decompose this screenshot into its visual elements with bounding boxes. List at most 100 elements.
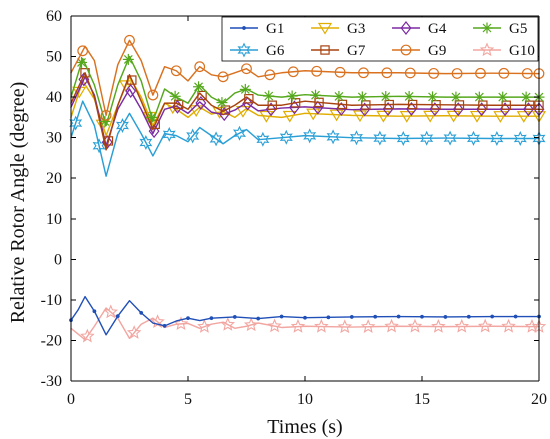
series-g1-point [279,314,284,319]
series-g1-point [232,314,237,319]
series-g5-point [286,90,298,102]
series-g10-point [173,316,189,331]
legend-label-g6: G6 [266,43,285,59]
y-tick-label: 20 [46,170,62,187]
series-g9-point [428,67,440,79]
series-g9-point [498,67,510,79]
series-g5-point [473,91,485,103]
series-g6-point [115,117,129,134]
series-g9-point [217,71,229,83]
series-g10-point [360,319,376,333]
series-g6-point [420,130,434,146]
series-g3-point [516,111,531,123]
legend: G1 G3 G4 G5 G6 G7 G9 G10 [221,16,539,62]
series-g10-point [80,328,95,343]
series-g6-point [373,130,387,146]
y-tick-label: 40 [46,89,62,106]
x-tick-label: 15 [414,391,430,408]
series-g9-point [264,69,276,81]
legend-label-g1: G1 [266,21,284,37]
series-g10-point [290,318,306,333]
series-g10-point [477,318,493,333]
series-g10 [70,304,547,343]
series-g9-line [70,39,540,117]
series-g5-point [193,81,205,93]
series-g6-point [139,135,153,151]
series-g1-point [513,314,518,319]
series-g3-point [423,110,438,123]
series-g5-point [146,111,158,123]
series-g6-point [209,131,223,147]
series-g6-point [466,130,480,146]
series-g1-point [326,315,331,320]
series-g6-point [349,130,363,146]
series-g9-point [147,89,159,101]
series-g9-point [77,45,89,57]
series-g5-point [403,90,415,102]
series-g1-point [420,314,424,319]
series-g9-point [451,68,463,79]
series-g10-point [314,318,329,333]
y-tick-label: -30 [41,373,62,390]
series-g3-point [306,108,321,121]
series-g1-point [396,314,401,319]
series-g4-point [148,124,160,139]
series-g1-point [466,314,471,319]
y-axis-title: Relative Rotor Angle (degree) [7,82,29,324]
legend-marker-g5 [481,22,493,34]
series-g3-point [399,111,414,123]
series-g6-point [490,130,504,146]
series-g6-point [162,126,176,142]
x-tick-label: 10 [297,391,313,408]
series-g6-point [443,130,457,146]
series-g5-point [333,90,345,102]
series-g1-point [92,309,97,314]
series-g5-point [356,91,368,103]
series-g1-point [373,314,378,319]
series-g9-point [521,68,533,79]
series-g4-point [125,84,137,99]
legend-item-g7: G7 [311,43,366,59]
series-g3-point [235,106,251,118]
series-g7-point [244,94,254,104]
series-g7-point [197,90,207,101]
series-g10-point [220,317,236,331]
series-g7-point [127,75,137,85]
series-g1-point [162,323,167,328]
series-g9-point [358,67,369,79]
series-g3-point [329,109,344,122]
series-g9-point [100,109,112,121]
series-g3-point [469,110,485,123]
series-g7-point [267,100,277,110]
series-g10-point [454,318,470,333]
series-g9-point [170,65,182,77]
series-g3-point [352,110,368,123]
legend-item-g5: G5 [473,21,527,37]
series-g10-point [126,325,142,339]
series-g5-point [450,91,462,103]
series-g1-point [443,314,448,319]
series-g3-point [259,110,274,123]
series-g5-point [310,89,322,101]
series-g10-point [407,318,423,333]
series-g9-point [381,67,393,79]
series-g1 [69,295,541,336]
series-g3-point [446,110,461,123]
legend-marker-g9 [400,44,412,56]
y-tick-label: 0 [54,251,62,268]
series-g10-line [70,307,540,341]
legend-marker-g3 [317,22,333,35]
series-g5-point [239,83,251,95]
series-g3-point [493,111,508,123]
series-g6-point [513,130,527,146]
legend-label-g5: G5 [509,21,527,37]
series-g9-point [194,61,206,73]
series-g6 [69,100,546,177]
y-tick-label: 50 [46,49,62,66]
series-g9-point [334,66,346,78]
series-g9 [70,34,545,121]
legend-item-g3: G3 [311,21,365,37]
y-tick-label: 60 [46,8,62,25]
